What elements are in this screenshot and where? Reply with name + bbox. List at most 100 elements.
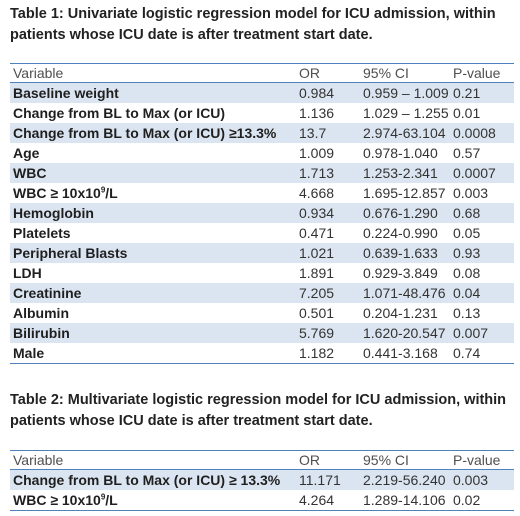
table1-title-line2: patients whose ICU date is after treatme… (10, 27, 373, 43)
table1: Variable OR 95% CI P-value Baseline weig… (10, 63, 514, 364)
cell-or: 1.713 (296, 163, 360, 183)
cell-or: 1.136 (296, 103, 360, 123)
cell-or: 4.264 (296, 490, 360, 511)
variable-text: Change from BL to Max (or ICU) (13, 105, 226, 121)
table-row: Change from BL to Max (or ICU) 1.136 1.029… (10, 103, 514, 123)
table1-header-or: OR (296, 63, 360, 83)
variable-text: Peripheral Blasts (13, 245, 128, 261)
cell-variable: WBC (10, 163, 296, 183)
cell-ci: 1.620-20.547 (360, 323, 450, 343)
cell-or: 1.182 (296, 343, 360, 364)
cell-or: 13.7 (296, 123, 360, 143)
cell-or: 0.501 (296, 303, 360, 323)
table-row: Male 1.182 0.441-3.168 0.74 (10, 343, 514, 364)
cell-ci: 0.224-0.990 (360, 223, 450, 243)
cell-or: 11.171 (296, 469, 360, 490)
variable-text: Change from BL to Max (or ICU) ≥13.3% (13, 125, 277, 141)
table-row: Albumin 0.501 0.204-1.231 0.13 (10, 303, 514, 323)
cell-p-value: 0.0008 (450, 123, 514, 143)
cell-ci: 0.978-1.040 (360, 143, 450, 163)
table1-header-ci: 95% CI (360, 63, 450, 83)
cell-p-value: 0.003 (450, 183, 514, 203)
cell-ci: 1.253-2.341 (360, 163, 450, 183)
cell-variable: Baseline weight (10, 82, 296, 103)
cell-variable: Male (10, 343, 296, 364)
cell-ci: 2.974-63.104 (360, 123, 450, 143)
cell-or: 7.205 (296, 283, 360, 303)
cell-p-value: 0.08 (450, 263, 514, 283)
cell-or: 1.009 (296, 143, 360, 163)
cell-or: 0.471 (296, 223, 360, 243)
table1-title-line1: Table 1: Univariate logistic regression … (10, 6, 496, 22)
cell-variable: Hemoglobin (10, 203, 296, 223)
table1-title: Table 1: Univariate logistic regression … (10, 4, 510, 46)
variable-text: Bilirubin (13, 325, 70, 341)
cell-variable: Peripheral Blasts (10, 243, 296, 263)
cell-variable: Bilirubin (10, 323, 296, 343)
cell-p-value: 0.13 (450, 303, 514, 323)
cell-or: 0.934 (296, 203, 360, 223)
cell-ci: 1.029 – 1.255 (360, 103, 450, 123)
table2-header-or: OR (296, 450, 360, 470)
variable-text: Baseline weight (13, 85, 119, 101)
table2-title-line2: patients whose ICU date is after treatme… (10, 413, 373, 429)
cell-ci: 1.071-48.476 (360, 283, 450, 303)
variable-superscript: 9 (100, 185, 106, 195)
cell-or: 5.769 (296, 323, 360, 343)
table-row: LDH 1.891 0.929-3.849 0.08 (10, 263, 514, 283)
variable-text: Change from BL to Max (or ICU) ≥ 13.3% (13, 472, 281, 488)
table2-title: Table 2: Multivariate logistic regressio… (10, 390, 510, 432)
cell-variable: Change from BL to Max (or ICU) ≥ 13.3% (10, 469, 296, 490)
cell-ci: 0.929-3.849 (360, 263, 450, 283)
table-row: Baseline weight 0.984 0.959 – 1.009 0.21 (10, 82, 514, 103)
table-row: WBC 1.713 1.253-2.341 0.0007 (10, 163, 514, 183)
cell-p-value: 0.02 (450, 490, 514, 511)
table-row: Change from BL to Max (or ICU) ≥13.3% 13.… (10, 123, 514, 143)
cell-p-value: 0.05 (450, 223, 514, 243)
table2-body: Change from BL to Max (or ICU) ≥ 13.3% 11… (10, 469, 514, 511)
variable-superscript: 9 (100, 492, 106, 502)
cell-variable: Albumin (10, 303, 296, 323)
cell-variable: Change from BL to Max (or ICU) (10, 103, 296, 123)
cell-variable: WBC ≥ 10x109/L (10, 183, 296, 203)
variable-text: Hemoglobin (13, 205, 94, 221)
table-row: Bilirubin 5.769 1.620-20.547 0.007 (10, 323, 514, 343)
table-row: Hemoglobin 0.934 0.676-1.290 0.68 (10, 203, 514, 223)
cell-ci: 2.219-56.240 (360, 469, 450, 490)
variable-text: LDH (13, 265, 42, 281)
variable-text: Platelets (13, 225, 71, 241)
table-row: Change from BL to Max (or ICU) ≥ 13.3% 11… (10, 469, 514, 490)
variable-text: Creatinine (13, 285, 82, 301)
table2-header-row: Variable OR 95% CI P-value (10, 450, 514, 470)
cell-ci: 0.959 – 1.009 (360, 82, 450, 103)
cell-ci: 1.695-12.857 (360, 183, 450, 203)
table1-body: Baseline weight 0.984 0.959 – 1.009 0.21 Cha… (10, 82, 514, 364)
cell-p-value: 0.74 (450, 343, 514, 364)
cell-p-value: 0.0007 (450, 163, 514, 183)
cell-p-value: 0.003 (450, 469, 514, 490)
cell-variable: Change from BL to Max (or ICU) ≥13.3% (10, 123, 296, 143)
table-row: Peripheral Blasts 1.021 0.639-1.633 0.93 (10, 243, 514, 263)
variable-text: Male (13, 345, 45, 361)
cell-ci: 0.639-1.633 (360, 243, 450, 263)
table2-title-line1: Table 2: Multivariate logistic regressio… (10, 392, 507, 408)
cell-p-value: 0.93 (450, 243, 514, 263)
cell-p-value: 0.21 (450, 82, 514, 103)
cell-ci: 0.676-1.290 (360, 203, 450, 223)
cell-or: 4.668 (296, 183, 360, 203)
cell-ci: 0.204-1.231 (360, 303, 450, 323)
cell-p-value: 0.01 (450, 103, 514, 123)
cell-or: 0.984 (296, 82, 360, 103)
cell-ci: 1.289-14.106 (360, 490, 450, 511)
cell-variable: Age (10, 143, 296, 163)
variable-suffix: /L (105, 185, 118, 201)
variable-text: Albumin (13, 305, 69, 321)
cell-ci: 0.441-3.168 (360, 343, 450, 364)
cell-variable: WBC ≥ 10x109/L (10, 490, 296, 511)
table-row: Platelets 0.471 0.224-0.990 0.05 (10, 223, 514, 243)
variable-text: WBC ≥ 10x10 (13, 185, 101, 201)
cell-or: 1.891 (296, 263, 360, 283)
table2-header-ci: 95% CI (360, 450, 450, 470)
cell-p-value: 0.007 (450, 323, 514, 343)
cell-p-value: 0.57 (450, 143, 514, 163)
